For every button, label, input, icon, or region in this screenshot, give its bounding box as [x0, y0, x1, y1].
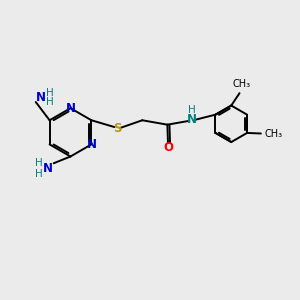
Text: CH₃: CH₃ [232, 79, 250, 89]
Text: H: H [35, 158, 43, 168]
Text: S: S [113, 122, 122, 135]
Text: N: N [36, 91, 46, 104]
Text: N: N [65, 102, 76, 115]
Text: N: N [187, 113, 196, 126]
Text: N: N [43, 162, 53, 175]
Text: CH₃: CH₃ [265, 128, 283, 139]
Text: H: H [46, 88, 53, 98]
Text: O: O [163, 141, 173, 154]
Text: H: H [35, 169, 43, 179]
Text: H: H [46, 97, 53, 107]
Text: N: N [86, 138, 96, 151]
Text: H: H [188, 105, 196, 115]
